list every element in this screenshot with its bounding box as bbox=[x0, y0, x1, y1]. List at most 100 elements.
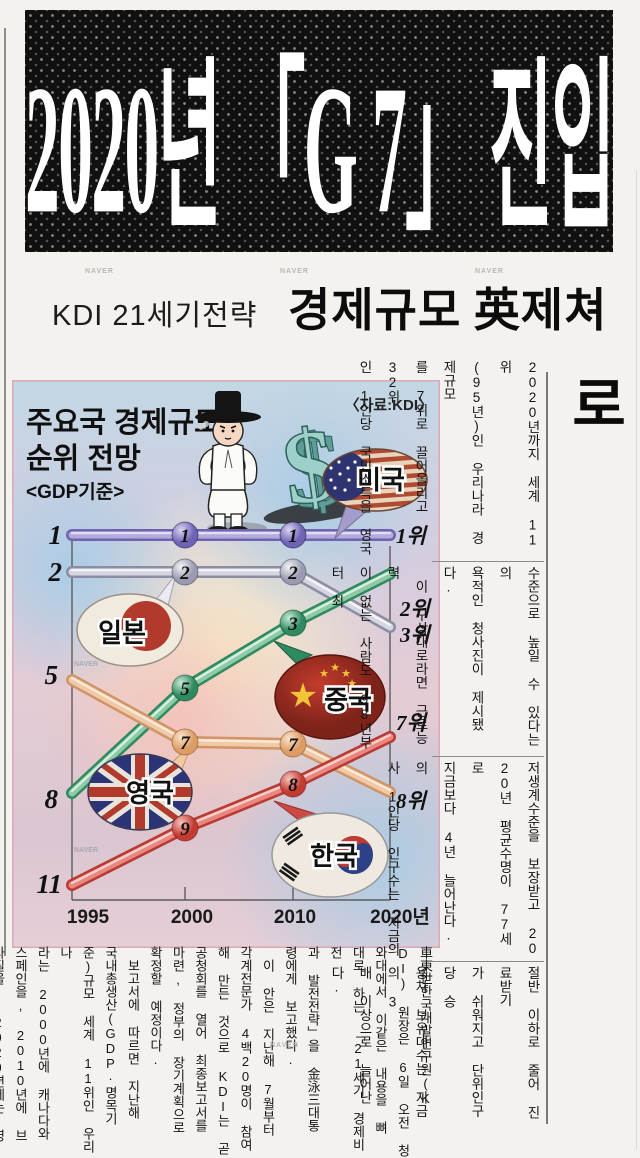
svg-text:★: ★ bbox=[330, 662, 340, 674]
article-column: 라는 2000년에 캐나다와 bbox=[35, 946, 51, 1140]
year-2010: 2010 bbox=[274, 907, 316, 928]
svg-text:7: 7 bbox=[180, 733, 191, 754]
right-rank-japan: 3위 bbox=[399, 623, 433, 647]
naver-watermark: NAVER bbox=[280, 268, 309, 275]
article-row-4: 절반 이하로 줄어 진료받기 가 쉬워지고 단위인구당 승 용차 보유대수는 지… bbox=[329, 966, 546, 1124]
japan-label: 일본 bbox=[98, 618, 146, 648]
article-column: 확정할 예정이다. bbox=[148, 946, 163, 1067]
article-column: 를 7위로 끌어올리고 32위 bbox=[385, 360, 428, 513]
uk-label: 영국 bbox=[126, 778, 174, 808]
article-column: 2020년까지 세계 11위 bbox=[497, 360, 540, 548]
article-column: 사 1인당 인구수는 지금의 bbox=[385, 761, 400, 956]
top-banner: 2020년 「G 7」 진입 bbox=[25, 10, 613, 252]
banner-title: 2020년 「G 7」 진입 bbox=[25, 46, 613, 252]
chart-title-line2: 순위 전망 bbox=[26, 442, 141, 475]
china-line bbox=[66, 568, 396, 799]
article-column: 절반 이하로 줄어 진료받기 bbox=[497, 966, 540, 1119]
chart-source-label: 〈자료:KDI〉 bbox=[345, 396, 433, 414]
article-column: 인 1인당 국민소득을 영국 bbox=[357, 360, 372, 555]
naver-watermark: NAVER bbox=[475, 268, 504, 275]
article-column: 해 만든 것으로 KDI는 곧 bbox=[215, 946, 231, 1155]
svg-text:★: ★ bbox=[288, 677, 318, 715]
year-1995: 1995 bbox=[67, 907, 110, 928]
row-divider bbox=[432, 561, 544, 562]
article-column: 대로 하는 「21세기 경제비전 bbox=[328, 946, 366, 1151]
china-flag-balloon: ★ ★ ★ ★ ★ 중국 bbox=[273, 640, 386, 740]
left-rank-korea: 11 bbox=[36, 869, 62, 899]
article-column: 배 이상으로 늘어난다. bbox=[329, 966, 372, 1104]
article-column: 車東世한국개발연구원(K bbox=[418, 946, 433, 1106]
article-column: 공청회를 열어 최종보고서를 bbox=[193, 946, 208, 1132]
chart-title-line1: 주요국 경제규모 bbox=[26, 406, 221, 439]
rank-nodes: 1 1 2 2 5 3 7 bbox=[171, 521, 307, 842]
uk-flag-balloon: 영국 bbox=[87, 743, 193, 831]
korea-node-2010: 8 bbox=[279, 770, 307, 798]
kicker-text: KDI 21세기전략 bbox=[52, 300, 258, 332]
svg-text:★: ★ bbox=[319, 668, 329, 680]
article-column: 보고서에 따르면 지난해 bbox=[125, 946, 141, 1119]
naver-watermark: NAVER bbox=[85, 268, 114, 275]
article-row-1: 2020년까지 세계 11위 (95년)인 우리나라 경제규모 를 7위로 끌어… bbox=[357, 360, 546, 557]
usa-flag-balloon: 미국 bbox=[322, 448, 428, 540]
article-row-3: 저생계수준을 보장받고 20 20년 평균수명이 77세로 지금보다 4년 늘어… bbox=[385, 761, 546, 957]
japan-node-2000: 2 bbox=[171, 558, 199, 586]
naver-watermark: NAVER bbox=[74, 847, 98, 854]
vertical-headline: 1人GDP 3만2천弗로 bbox=[561, 374, 626, 435]
japan-node-2010: 2 bbox=[279, 558, 307, 586]
right-article: 2020년까지 세계 11위 (95년)인 우리나라 경제규모 를 7위로 끌어… bbox=[329, 360, 548, 1124]
left-rank-uk: 5 bbox=[45, 660, 59, 690]
svg-text:8: 8 bbox=[288, 775, 298, 796]
svg-text:2: 2 bbox=[179, 563, 190, 584]
svg-text:2: 2 bbox=[287, 563, 298, 584]
infographic-panel: 주요국 경제규모 순위 전망 <GDP기준> 〈자료:KDI〉 NAVER NA… bbox=[0, 378, 527, 1010]
right-rank-usa: 1위 bbox=[396, 524, 429, 548]
year-2020: 2020년 bbox=[370, 906, 430, 928]
korea-node-2000: 9 bbox=[171, 814, 199, 842]
chart-basis-label: <GDP기준> bbox=[26, 481, 124, 503]
naver-watermark: NAVER bbox=[74, 661, 98, 668]
left-rank-japan: 2 bbox=[48, 557, 63, 587]
article-column: 마련, 정부의 장기계획으로 bbox=[170, 946, 186, 1134]
article-column: 이 안은 지난해 7월부터 bbox=[260, 946, 276, 1136]
uk-node-2010: 7 bbox=[279, 730, 307, 758]
article-column: 라질을, 2020년에는 영 bbox=[0, 946, 6, 1142]
article-column: (95년)인 우리나라 경제규모 bbox=[441, 360, 484, 545]
left-rank-usa: 1 bbox=[49, 520, 63, 550]
bottom-article: 車東世한국개발연구원(K DI) 원장은 6일 오전 청 와대에서 이같은 내용… bbox=[0, 946, 436, 1158]
naver-watermark: NAVER bbox=[270, 1042, 299, 1049]
japan-flag-balloon: 일본 bbox=[76, 573, 184, 667]
row-divider bbox=[432, 756, 544, 757]
left-rank-china: 8 bbox=[45, 784, 59, 814]
left-column-rule bbox=[4, 28, 6, 956]
right-rank-uk: 8위 bbox=[396, 789, 429, 813]
svg-text:7: 7 bbox=[288, 735, 299, 756]
article-column: 지금보다 4년 늘어난다. 의 bbox=[413, 761, 456, 943]
svg-text:1: 1 bbox=[180, 526, 190, 547]
usa-node-2010: 1 bbox=[279, 521, 307, 549]
row-divider bbox=[432, 961, 544, 962]
article-column: 20년 평균수명이 77세로 bbox=[469, 761, 512, 946]
korea-flag-balloon: 한국 bbox=[271, 800, 389, 898]
article-column: 이 없는 사람도 98년부터 최 bbox=[329, 566, 372, 749]
article-column: 이 구상대로라면 근로능력 bbox=[385, 566, 428, 745]
korea-label: 한국 bbox=[310, 841, 358, 871]
article-column: DI) 원장은 6일 오전 청 bbox=[395, 946, 411, 1157]
article-column: 와대에서 이같은 내용을 뼈 bbox=[373, 946, 388, 1134]
article-column: 저생계수준을 보장받고 20 bbox=[525, 761, 540, 956]
right-edge-rule bbox=[636, 170, 637, 1150]
article-column: 과 발전전략」을 金泳三대통 bbox=[305, 946, 321, 1132]
svg-text:★: ★ bbox=[341, 668, 351, 680]
china-label: 중국 bbox=[324, 685, 372, 715]
svg-text:9: 9 bbox=[180, 819, 190, 840]
article-column: 욕적인 청사진이 제시됐다. bbox=[441, 566, 484, 731]
main-headline: 경제규모 英제쳐 bbox=[288, 285, 608, 336]
rank-chart: 주요국 경제규모 순위 전망 <GDP기준> 〈자료:KDI〉 NAVER NA… bbox=[0, 378, 527, 1010]
article-column: 령에게 보고했다. bbox=[283, 946, 298, 1067]
article-column: 각계전문가 4백20명이 참여 bbox=[238, 946, 253, 1151]
article-column: 국내총생산(GDP·명목기 bbox=[103, 946, 118, 1125]
svg-text:5: 5 bbox=[180, 679, 190, 700]
korea-line bbox=[66, 731, 396, 891]
article-column: 준)규모 세계 11위인 우리나 bbox=[58, 946, 96, 1153]
china-node-2000: 5 bbox=[171, 674, 199, 702]
